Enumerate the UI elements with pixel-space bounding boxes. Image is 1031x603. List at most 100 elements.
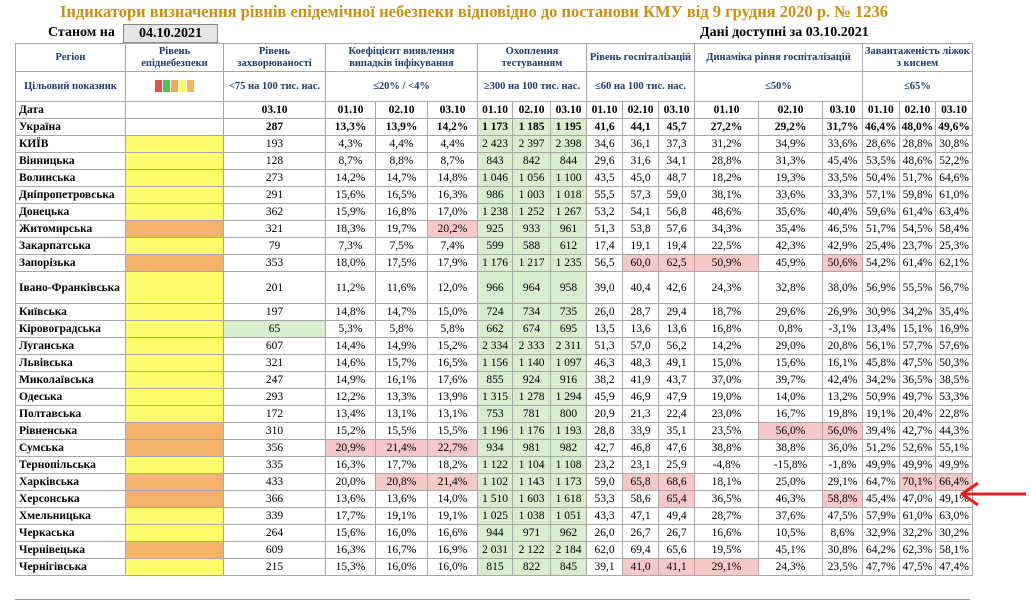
value-cell: 247 [223, 371, 326, 389]
value-cell: 17,7% [325, 507, 376, 525]
indicators-table: Регіон Рівень епіднебезпеки Рівень захворю… [15, 43, 973, 576]
date-cell: 02.10 [512, 101, 551, 119]
table-row[interactable]: Чернівецька 609 16,3% 16,7% 16,9% 2 031 2 122 2… [15, 541, 973, 559]
value-cell: 13,9% [427, 388, 478, 406]
value-cell: 44,3% [935, 422, 973, 440]
epidemic-level-cell [125, 303, 224, 321]
value-cell: 7,4% [427, 237, 478, 255]
table-row[interactable]: Львівська 321 14,6% 15,7% 16,5% 1 156 1 140 1 0… [15, 354, 973, 372]
table-row[interactable]: Харківська 433 20,0% 20,8% 21,4% 1 102 1 143 1 … [15, 473, 973, 491]
table-row[interactable]: Хмельницька 339 17,7% 19,1% 19,1% 1 025 1 038 1… [15, 507, 973, 525]
value-cell: 50,6% [822, 254, 863, 272]
legend-swatch [171, 80, 178, 93]
value-cell: 612 [550, 237, 587, 255]
value-cell: 843 [477, 152, 513, 170]
value-cell: 4,4% [427, 135, 478, 153]
value-cell: 17,0% [427, 203, 478, 221]
value-cell: 21,3 [622, 405, 659, 423]
epidemic-level-cell [125, 169, 224, 187]
legend-swatch [179, 80, 186, 93]
value-cell: 61,0% [935, 186, 973, 204]
value-cell: 22,7% [427, 439, 478, 457]
table-row[interactable]: Тернопільська 335 16,3% 17,7% 18,2% 1 122 1 10… [15, 456, 973, 474]
status-date-field[interactable]: 04.10.2021 [123, 24, 218, 43]
value-cell: 43,3 [586, 507, 623, 525]
value-cell: 26,9% [822, 303, 863, 321]
value-cell: 16,0% [375, 558, 428, 576]
epidemic-level-cell [125, 203, 224, 221]
value-cell: 39,7% [758, 371, 823, 389]
value-cell: 13,1% [427, 405, 478, 423]
epidemic-level-cell [125, 320, 224, 338]
table-row[interactable]: Вінницька 128 8,7% 8,8% 8,7% 843 842 844 29,6 31,… [15, 152, 973, 170]
table-row[interactable]: Запорізька 353 18,0% 17,5% 17,9% 1 176 1 217 1 … [15, 254, 973, 272]
value-cell: 46,3% [758, 490, 823, 508]
table-row[interactable]: Одеська 293 12,2% 13,3% 13,9% 1 315 1 278 1 294… [15, 388, 973, 406]
value-cell: 62,3% [898, 541, 937, 559]
value-cell: 79 [223, 237, 326, 255]
value-cell: 57,3 [622, 186, 659, 204]
value-cell: 958 [550, 271, 587, 304]
table-row[interactable]: Полтавська 172 13,4% 13,1% 13,1% 753 781 800 20,… [15, 405, 973, 423]
value-cell: 59,8% [898, 186, 937, 204]
value-cell: 193 [223, 135, 326, 153]
table-row[interactable]: Донецька 362 15,9% 16,8% 17,0% 1 238 1 252 1 26… [15, 203, 973, 221]
table-row[interactable]: Луганська 607 14,4% 14,9% 15,2% 2 334 2 333 2 3… [15, 337, 973, 355]
value-cell: 16,5% [427, 354, 478, 372]
table-row[interactable]: Чернігівська 215 15,3% 16,0% 16,0% 815 822 845 3… [15, 558, 973, 576]
value-cell: 37,0% [694, 371, 759, 389]
epidemic-level-cell [125, 220, 224, 238]
table-row[interactable]: Миколаївська 247 14,9% 16,1% 17,6% 855 924 916 3… [15, 371, 973, 389]
value-cell: 662 [477, 320, 513, 338]
value-cell: 63,0% [935, 507, 973, 525]
value-cell: 287 [223, 118, 326, 136]
value-cell: 45,9% [758, 254, 823, 272]
table-row[interactable]: Закарпатська 79 7,3% 7,5% 7,4% 599 588 612 17,4 1… [15, 237, 973, 255]
value-cell: 56,8 [658, 203, 695, 221]
value-cell: 845 [550, 558, 587, 576]
value-cell: 14,2% [325, 169, 376, 187]
value-cell: 51,7% [862, 220, 900, 238]
table-row[interactable]: КИЇВ 193 4,3% 4,4% 4,4% 2 423 2 397 2 398 34,6 36… [15, 135, 973, 153]
value-cell: 966 [477, 271, 513, 304]
table-row[interactable]: Житомирська 321 18,3% 19,7% 20,2% 925 933 961 51… [15, 220, 973, 238]
value-cell: 46,9 [622, 388, 659, 406]
value-cell: 1 603 [512, 490, 551, 508]
table-row[interactable]: Херсонська 366 13,6% 13,6% 14,0% 1 510 1 603 1 … [15, 490, 973, 508]
value-cell: 201 [223, 271, 326, 304]
value-cell: 29,1% [694, 558, 759, 576]
value-cell: 52,2% [935, 152, 973, 170]
table-row[interactable]: Україна 287 13,3% 13,9% 14,2% 1 173 1 185 1 195… [15, 118, 973, 136]
value-cell: 433 [223, 473, 326, 491]
value-cell: 1 173 [477, 118, 513, 136]
table-row[interactable]: Волинська 273 14,2% 14,7% 14,8% 1 046 1 056 1 1… [15, 169, 973, 187]
value-cell: 20,0% [325, 473, 376, 491]
value-cell: 20,8% [375, 473, 428, 491]
value-cell: 58,1% [935, 541, 973, 559]
value-cell: 65,6 [658, 541, 695, 559]
value-cell: 51,7% [898, 169, 937, 187]
value-cell: 63,4% [935, 203, 973, 221]
table-row[interactable]: Сумська 356 20,9% 21,4% 22,7% 934 981 982 42,7 46… [15, 439, 973, 457]
value-cell: 14,6% [325, 354, 376, 372]
value-cell: 366 [223, 490, 326, 508]
value-cell: 23,2 [586, 456, 623, 474]
value-cell: 47,5% [822, 507, 863, 525]
value-cell: 1 196 [477, 422, 513, 440]
value-cell: 24,3% [694, 271, 759, 304]
table-row[interactable]: Рівненська 310 15,2% 15,5% 15,5% 1 196 1 176 1 … [15, 422, 973, 440]
table-row[interactable]: Дніпропетровська 291 15,6% 16,5% 16,3% 986 1 0… [15, 186, 973, 204]
value-cell: 45,0 [622, 169, 659, 187]
value-cell: 31,3% [758, 152, 823, 170]
table-row[interactable]: Київська 197 14,8% 14,7% 15,0% 724 734 735 26,0 2… [15, 303, 973, 321]
value-cell: 264 [223, 524, 326, 542]
value-cell: 32,9% [862, 524, 900, 542]
table-row[interactable]: Кіровоградська 65 5,3% 5,8% 5,8% 662 674 695 13,… [15, 320, 973, 338]
value-cell: 16,1% [375, 371, 428, 389]
value-cell: 61,4% [898, 203, 937, 221]
value-cell: 68,6 [658, 473, 695, 491]
table-row[interactable]: Івано-Франківська 201 11,2% 11,6% 12,0% 966 96… [15, 271, 973, 304]
table-row[interactable]: Черкаська 264 15,6% 16,0% 16,6% 944 971 962 26,0… [15, 524, 973, 542]
value-cell: 15,5% [427, 422, 478, 440]
value-cell: 14,0% [758, 388, 823, 406]
